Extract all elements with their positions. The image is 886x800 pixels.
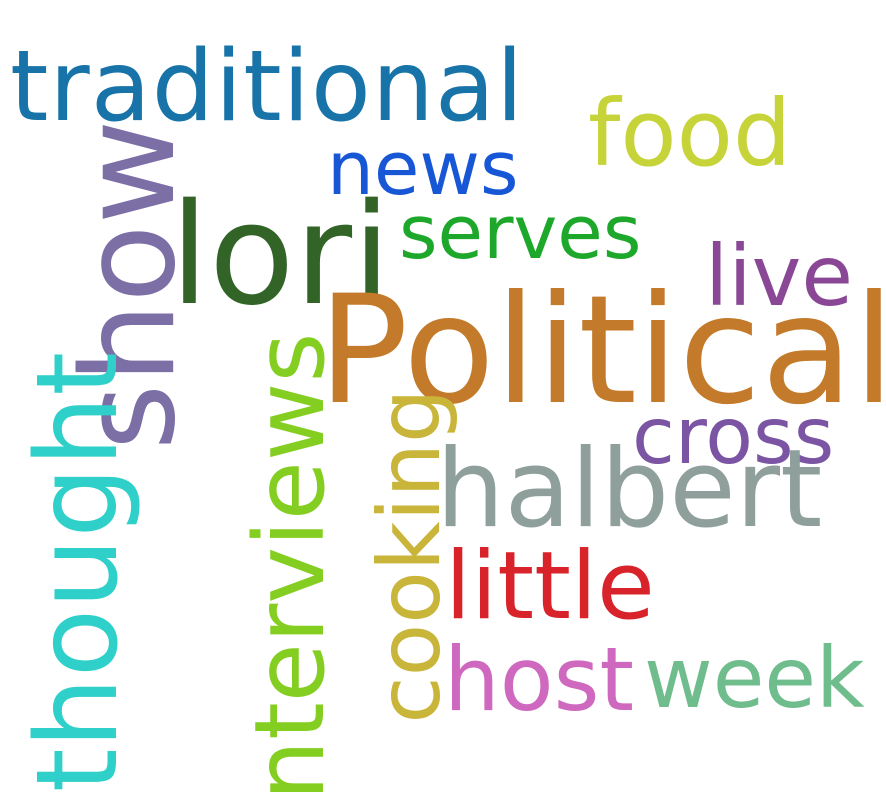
word-little: little <box>445 532 655 641</box>
word-halbert: halbert <box>436 427 823 552</box>
word-serves: serves <box>399 190 642 276</box>
word-host: host <box>444 628 634 731</box>
word-thought: thought <box>13 351 143 793</box>
word-lori: lori <box>170 174 392 337</box>
word-interviews: interviews <box>234 332 346 800</box>
word-food: food <box>588 80 792 187</box>
word-cross: cross <box>632 392 835 482</box>
word-week: week <box>644 629 865 727</box>
word-political: Political <box>318 264 886 438</box>
word-news: news <box>327 126 519 212</box>
word-live: live <box>705 227 854 325</box>
word-traditional: traditional <box>10 30 525 144</box>
